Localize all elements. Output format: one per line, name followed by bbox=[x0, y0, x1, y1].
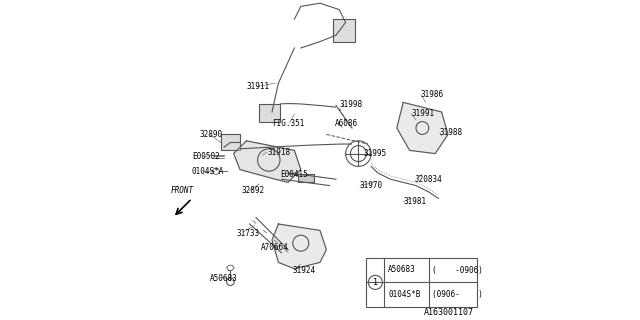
Text: 1: 1 bbox=[373, 278, 378, 287]
Polygon shape bbox=[272, 224, 326, 269]
Text: 31918: 31918 bbox=[268, 148, 291, 156]
Text: 31988: 31988 bbox=[440, 128, 463, 137]
Text: 32890: 32890 bbox=[200, 130, 223, 139]
Text: A50683: A50683 bbox=[210, 274, 237, 283]
Text: E00502: E00502 bbox=[192, 152, 220, 161]
FancyBboxPatch shape bbox=[333, 19, 355, 42]
Text: (    -0906): ( -0906) bbox=[432, 266, 483, 275]
Text: 31986: 31986 bbox=[421, 90, 444, 99]
Polygon shape bbox=[397, 102, 448, 154]
FancyBboxPatch shape bbox=[221, 134, 240, 150]
Text: A163001107: A163001107 bbox=[424, 308, 474, 317]
Text: 32892: 32892 bbox=[242, 186, 265, 195]
Text: 0104S*A: 0104S*A bbox=[192, 167, 225, 176]
Text: 31981: 31981 bbox=[403, 197, 426, 206]
Text: 31924: 31924 bbox=[292, 266, 316, 275]
Polygon shape bbox=[234, 141, 301, 182]
Text: (0906-    ): (0906- ) bbox=[432, 290, 483, 299]
Text: 0104S*B: 0104S*B bbox=[388, 290, 420, 299]
Text: A6086: A6086 bbox=[334, 119, 358, 128]
Text: J20834: J20834 bbox=[415, 175, 442, 184]
Text: 31998: 31998 bbox=[339, 100, 362, 108]
Text: 31733: 31733 bbox=[237, 229, 260, 238]
Text: FIG.351: FIG.351 bbox=[272, 119, 305, 128]
Text: 31995: 31995 bbox=[364, 149, 387, 158]
FancyBboxPatch shape bbox=[259, 104, 280, 122]
FancyBboxPatch shape bbox=[298, 174, 314, 182]
Text: FRONT: FRONT bbox=[171, 186, 194, 195]
Text: 31991: 31991 bbox=[412, 109, 435, 118]
Text: E00415: E00415 bbox=[280, 170, 308, 179]
Text: 31970: 31970 bbox=[360, 181, 383, 190]
Text: 31911: 31911 bbox=[246, 82, 269, 91]
Text: A70664: A70664 bbox=[261, 244, 289, 252]
Text: A50683: A50683 bbox=[388, 266, 416, 275]
FancyBboxPatch shape bbox=[366, 258, 477, 307]
